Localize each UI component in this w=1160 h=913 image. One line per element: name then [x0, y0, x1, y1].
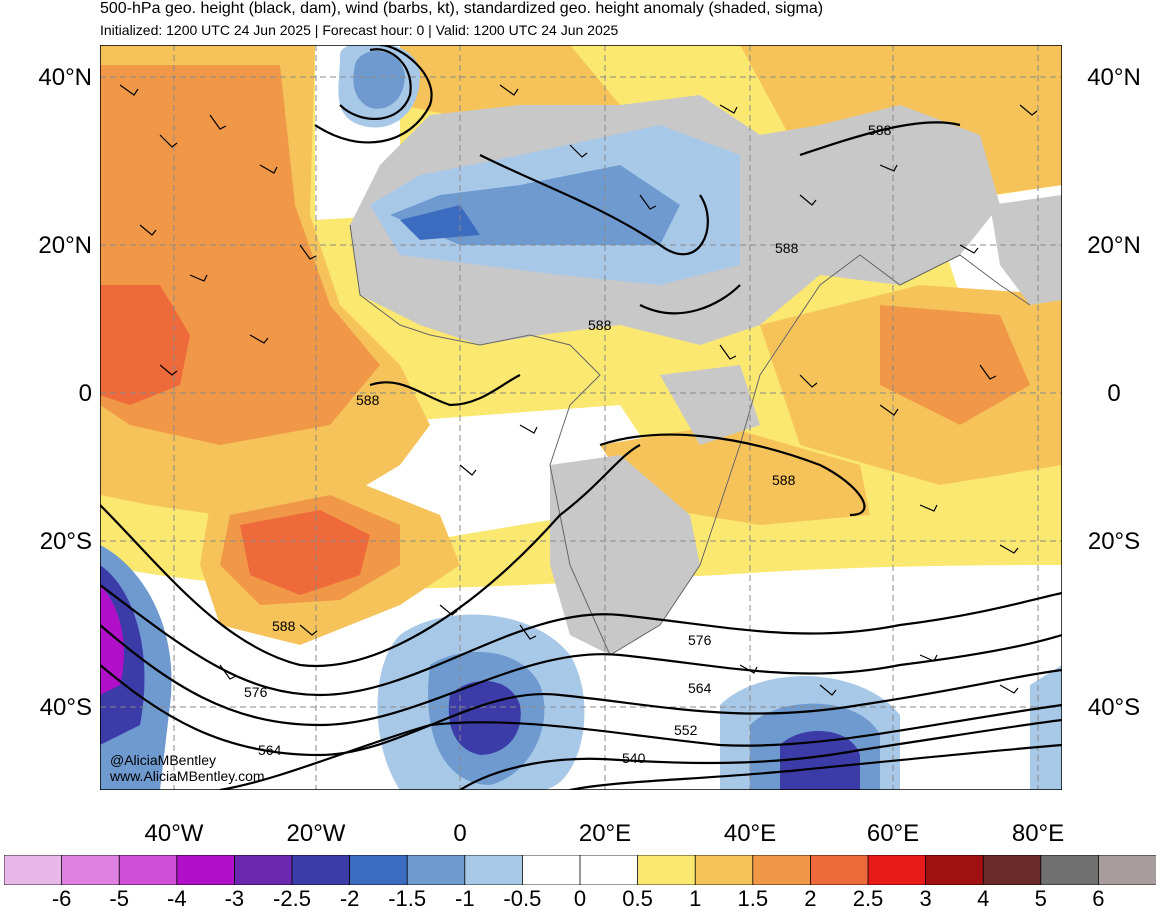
- anomaly-low-north-core: [353, 51, 405, 109]
- lat-label-right: 0: [1107, 380, 1121, 407]
- colorbar-swatch: [118, 855, 178, 885]
- contour-label: 588: [588, 317, 612, 333]
- colorbar-swatch: [579, 855, 639, 885]
- colorbar-swatch: [1040, 855, 1100, 885]
- lon-label: 40°E: [723, 820, 777, 847]
- lat-label-left: 0: [78, 380, 92, 407]
- colorbar-tick-label: -1.5: [388, 886, 427, 911]
- contour-label: 576: [688, 632, 712, 648]
- lon-label: 40°W: [144, 820, 204, 847]
- lat-label-left: 20°N: [38, 232, 92, 259]
- anomaly-south-low-3: [1030, 665, 1062, 790]
- lon-label: 80°E: [1011, 820, 1065, 847]
- colorbar-tick-label: 2: [804, 886, 817, 911]
- contour-label: 588: [356, 392, 380, 408]
- colorbar-tick-label: -3: [224, 886, 245, 911]
- anomaly-sw-atlantic-extreme: [100, 585, 124, 695]
- colorbar-tick-label: -5: [109, 886, 129, 911]
- contour-label: 564: [258, 742, 282, 758]
- colorbar-tick-label: 1.5: [737, 886, 769, 911]
- colorbar-tick-label: 1: [689, 886, 702, 911]
- anomaly-south-low-2-core: [780, 731, 860, 790]
- colorbar-swatch: [982, 855, 1042, 885]
- height-contours: [100, 45, 1062, 790]
- colorbar-tick-label: -2.5: [273, 886, 311, 911]
- land-east-africa: [660, 365, 760, 445]
- colorbar-swatch: [176, 855, 236, 885]
- anomaly-atlantic-red: [100, 285, 190, 405]
- contour-label: 564: [688, 680, 712, 696]
- colorbar-tick-label: 2.5: [852, 886, 884, 911]
- lon-label: 60°E: [866, 820, 920, 847]
- colorbar-swatch: [349, 855, 409, 885]
- anomaly-south-atlantic-red: [240, 510, 370, 595]
- weather-map: 588 588 588 588 588 576 576 564 564 552 …: [100, 45, 1062, 790]
- contour-label: 588: [772, 472, 796, 488]
- colorbar-tick-label: 5: [1034, 886, 1047, 911]
- map-subtitle: Initialized: 1200 UTC 24 Jun 2025 | Fore…: [100, 22, 619, 38]
- colorbar-tick-label: 0.5: [622, 886, 653, 911]
- contour-label-group: 588 588 588 588 588 576 576 564 564 552 …: [244, 122, 892, 766]
- colorbar-swatch: [464, 855, 524, 885]
- colorbar-swatch: [925, 855, 985, 885]
- colorbar-swatch: [61, 855, 121, 885]
- wind-barbs: [119, 84, 1038, 696]
- contour-label: 588: [272, 618, 296, 634]
- colorbar-tick-label: -4: [167, 886, 187, 911]
- lat-label-left: 40°N: [38, 64, 92, 91]
- colorbar-tick-label: -6: [51, 886, 72, 911]
- credit-handle: @AliciaMBentley: [110, 752, 217, 768]
- anomaly-sahara-dark: [400, 205, 480, 240]
- contour-label: 552: [674, 722, 698, 738]
- colorbar-tick-label: -1: [455, 886, 475, 911]
- colorbar-tick-label: -0.5: [503, 886, 542, 911]
- lat-label-right: 40°N: [1087, 64, 1141, 91]
- colorbar-swatch: [406, 855, 466, 885]
- contour-label: 588: [868, 122, 892, 138]
- lon-label: 0: [453, 820, 467, 847]
- lon-label: 20°E: [578, 820, 632, 847]
- map-title: 500-hPa geo. height (black, dam), wind (…: [100, 0, 824, 17]
- colorbar-swatch: [810, 855, 869, 885]
- colorbar-tick-label: 4: [977, 886, 990, 911]
- colorbar-swatch: [233, 855, 293, 885]
- colorbar-swatch: [637, 855, 697, 885]
- colorbar-swatch: [752, 855, 812, 885]
- contour-label: 540: [622, 750, 646, 766]
- contour-label: 588: [775, 240, 799, 256]
- lat-label-right: 20°S: [1087, 528, 1141, 555]
- colorbar-swatch: [867, 855, 927, 885]
- contour-label: 576: [244, 684, 268, 700]
- colorbar-swatch: [1098, 855, 1156, 885]
- colorbar-swatch: [694, 855, 754, 885]
- colorbar-tick-label: 3: [919, 886, 932, 911]
- colorbar-swatch: [291, 855, 351, 885]
- colorbar-tick-label: 6: [1092, 886, 1105, 911]
- lat-label-left: 20°S: [39, 528, 92, 555]
- lat-label-left: 40°S: [39, 694, 92, 721]
- lat-label-right: 40°S: [1087, 694, 1141, 721]
- colorbar-tick-label: -2: [339, 886, 360, 911]
- colorbar-tick-label: 0: [573, 886, 587, 911]
- colorbar: [4, 855, 1156, 885]
- lon-label: 20°W: [286, 820, 346, 847]
- land-india: [990, 195, 1062, 305]
- lat-label-right: 20°N: [1087, 232, 1141, 259]
- anomaly-indian-orange: [880, 305, 1030, 425]
- credit-site: www.AliciaMBentley.com: [110, 768, 265, 784]
- colorbar-swatch: [4, 855, 63, 885]
- colorbar-swatch: [522, 855, 581, 885]
